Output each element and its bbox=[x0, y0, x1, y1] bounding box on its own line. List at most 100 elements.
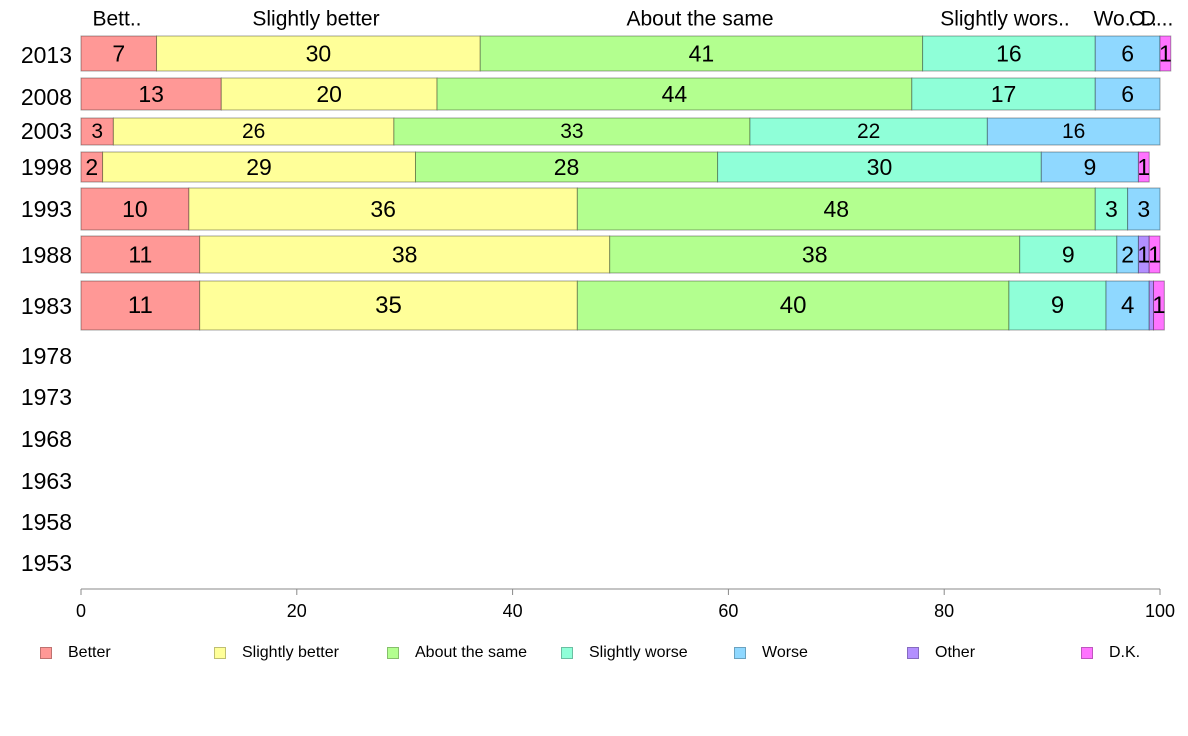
x-tick-label: 60 bbox=[718, 601, 738, 621]
bar-segment bbox=[199, 280, 578, 331]
legend-swatch bbox=[907, 647, 919, 659]
top-category-label: Bett.. bbox=[92, 8, 141, 31]
bar-data-label: 22 bbox=[857, 120, 880, 143]
legend-item: Slightly worse bbox=[561, 644, 688, 662]
bar-segment bbox=[1116, 235, 1139, 274]
legend-item: Other bbox=[907, 644, 975, 662]
bar-data-label: 38 bbox=[802, 242, 828, 268]
legend-swatch bbox=[387, 647, 399, 659]
bar-data-label: 30 bbox=[306, 41, 332, 67]
legend-item: About the same bbox=[387, 644, 527, 662]
bar-segment bbox=[102, 151, 416, 183]
year-label: 1978 bbox=[21, 343, 72, 369]
legend-swatch bbox=[561, 647, 573, 659]
bar-data-label: 1 bbox=[1148, 242, 1161, 268]
bar-segment bbox=[1137, 151, 1150, 183]
bar-data-label: 48 bbox=[824, 196, 850, 222]
legend-swatch bbox=[1081, 647, 1093, 659]
bar-data-label: 36 bbox=[370, 196, 396, 222]
year-label: 2013 bbox=[21, 42, 72, 68]
bar-data-label: 2 bbox=[85, 154, 98, 180]
x-tick-label: 40 bbox=[503, 601, 523, 621]
bar-segment bbox=[576, 187, 1096, 231]
legend-label: Slightly better bbox=[242, 644, 339, 661]
x-tick-label: 0 bbox=[76, 601, 86, 621]
bar-segment bbox=[479, 35, 924, 72]
legend-item: Slightly better bbox=[214, 644, 339, 662]
bar-data-label: 11 bbox=[128, 242, 152, 268]
bar-data-label: 26 bbox=[242, 120, 265, 143]
x-tick-label: 100 bbox=[1145, 601, 1175, 621]
legend-label: D.K. bbox=[1109, 644, 1141, 661]
year-label: 2008 bbox=[21, 84, 72, 110]
bar-segment bbox=[80, 77, 222, 111]
bar-segment bbox=[1094, 187, 1129, 231]
bar-data-label: 9 bbox=[1083, 154, 1096, 180]
bar-segment bbox=[717, 151, 1042, 183]
bar-data-label: 29 bbox=[246, 154, 272, 180]
bar-data-label: 9 bbox=[1051, 292, 1064, 319]
legend-label: Worse bbox=[762, 644, 808, 661]
legend-swatch bbox=[214, 647, 226, 659]
year-label: 1983 bbox=[21, 293, 72, 319]
legend-swatch bbox=[40, 647, 52, 659]
bar-data-label: 17 bbox=[991, 81, 1017, 107]
bar-segment bbox=[112, 117, 395, 146]
bar-data-label: 28 bbox=[554, 154, 580, 180]
bar-data-label: 40 bbox=[780, 292, 807, 319]
bar-segment bbox=[436, 77, 913, 111]
bar-data-label: 3 bbox=[91, 120, 103, 143]
legend-item: D.K. bbox=[1081, 644, 1140, 662]
bar-segment bbox=[1148, 235, 1161, 274]
bar-data-label: 9 bbox=[1062, 242, 1075, 268]
bar-segment bbox=[1094, 77, 1161, 111]
bar-data-label: 1 bbox=[1159, 41, 1172, 67]
x-tick-label: 20 bbox=[287, 601, 307, 621]
bar-segment bbox=[80, 187, 190, 231]
bar-segment bbox=[1094, 35, 1161, 72]
bar-data-label: 3 bbox=[1105, 196, 1118, 222]
year-label: 1963 bbox=[21, 468, 72, 494]
top-category-label: D... bbox=[1141, 8, 1174, 31]
year-label: 1973 bbox=[21, 384, 72, 410]
bar-segment bbox=[80, 117, 114, 146]
bar-segment bbox=[1040, 151, 1139, 183]
bar-segment bbox=[393, 117, 751, 146]
year-label: 1953 bbox=[21, 550, 72, 576]
bar-data-label: 7 bbox=[112, 41, 125, 67]
bar-data-label: 13 bbox=[138, 81, 164, 107]
bar-segment bbox=[1008, 280, 1107, 331]
bar-segment bbox=[156, 35, 481, 72]
bar-data-label: 44 bbox=[662, 81, 688, 107]
bar-segment bbox=[199, 235, 611, 274]
bar-segment bbox=[749, 117, 988, 146]
top-category-label: Slightly wors.. bbox=[940, 8, 1070, 31]
legend-swatch bbox=[734, 647, 746, 659]
year-label: 1993 bbox=[21, 196, 72, 222]
bar-data-label: 6 bbox=[1121, 41, 1134, 67]
legend-label: About the same bbox=[415, 644, 528, 661]
bar-data-label: 20 bbox=[316, 81, 342, 107]
bar-data-label: 35 bbox=[375, 292, 402, 319]
year-label: 2003 bbox=[21, 118, 72, 144]
bar-data-label: 30 bbox=[867, 154, 893, 180]
bar-segment bbox=[911, 77, 1096, 111]
bar-data-label: 16 bbox=[996, 41, 1022, 67]
bar-segment bbox=[1159, 35, 1172, 72]
top-category-label: O.. bbox=[1129, 8, 1157, 31]
x-tick-label: 80 bbox=[934, 601, 954, 621]
legend-item: Better bbox=[40, 644, 111, 662]
bar-segment bbox=[80, 235, 201, 274]
bar-data-label: 2 bbox=[1121, 242, 1134, 268]
bar-segment bbox=[986, 117, 1161, 146]
bar-data-label: 1 bbox=[1137, 242, 1150, 268]
bar-data-label: 38 bbox=[392, 242, 418, 268]
bar-segment bbox=[80, 35, 158, 72]
bar-segment bbox=[1127, 187, 1161, 231]
chart-legend: Better Slightly better About the same Sligh… bbox=[0, 638, 1188, 668]
bar-data-label: 4 bbox=[1121, 292, 1134, 319]
bar-data-label: 33 bbox=[560, 120, 583, 143]
top-category-label: About the same bbox=[626, 8, 773, 31]
bar-data-label: 6 bbox=[1121, 81, 1134, 107]
bar-segment bbox=[80, 280, 201, 331]
